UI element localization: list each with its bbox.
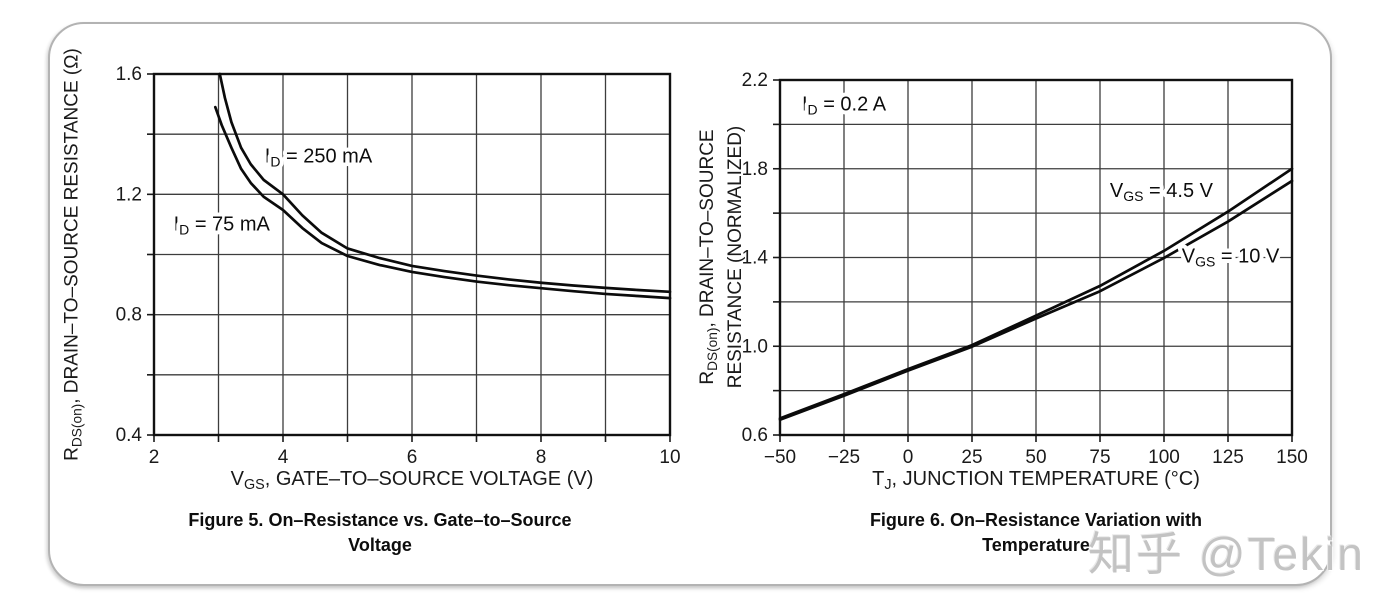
subscript-text: GS — [243, 477, 265, 494]
figure6-curve-1 — [778, 179, 1294, 422]
subscript-text: J — [884, 477, 892, 494]
caption-line: Voltage — [348, 535, 412, 555]
x-tick-label: 10 — [659, 447, 680, 468]
y-axis-label-line: RESISTANCE (NORMALIZED) — [724, 7, 747, 507]
y-tick-label: 1.6 — [116, 64, 142, 85]
figure6-caption: Figure 6. On–Resistance Variation with Te… — [736, 508, 1336, 558]
y-tick-label: 0.4 — [116, 425, 143, 446]
curve-annotation: VGS = 10 V — [1182, 245, 1280, 269]
label-text: , DRAIN–TO–SOURCE RESISTANCE (Ω) — [61, 48, 83, 404]
x-tick-label: −50 — [764, 447, 796, 468]
x-tick-label: 8 — [536, 447, 547, 468]
curve-annotation: ID = 75 mA — [174, 213, 271, 237]
x-tick-label: 50 — [1025, 447, 1046, 468]
caption-line: Figure 5. On–Resistance vs. Gate–to–Sour… — [188, 510, 572, 530]
plot-border — [152, 72, 672, 437]
y-tick-label: 1.0 — [742, 336, 768, 357]
x-tick-label: 2 — [149, 447, 160, 468]
plot-border — [778, 78, 1294, 437]
x-tick-label: 25 — [961, 447, 982, 468]
label-text: R — [61, 447, 83, 461]
x-tick-label: 6 — [407, 447, 418, 468]
figure5-curve-0 — [218, 72, 672, 294]
label-text: V — [230, 468, 244, 490]
label-text: RESISTANCE (NORMALIZED) — [724, 125, 746, 389]
figure6-plot-area: −50 −25 0 25 50 75 100 125 150 0.6 1.0 1.4 1.8 2.2 ID … — [742, 70, 1308, 468]
label-text: , JUNCTION TEMPERATURE (°C) — [891, 468, 1200, 490]
curve-annotation: VGS = 4.5 V — [1110, 180, 1214, 204]
y-tick-label: 0.6 — [742, 425, 768, 446]
figure5-x-axis-label: VGS, GATE–TO–SOURCE VOLTAGE (V) — [154, 468, 670, 493]
figure5-caption: Figure 5. On–Resistance vs. Gate–to–Sour… — [80, 508, 680, 558]
figure6-curve-0 — [778, 167, 1294, 420]
curve-annotation: ID = 250 mA — [265, 146, 373, 170]
y-tick-label: 1.4 — [742, 248, 769, 269]
label-text: R — [697, 370, 718, 385]
figure6-x-axis-label: TJ, JUNCTION TEMPERATURE (°C) — [780, 468, 1292, 493]
label-text: , DRAIN–TO–SOURCE — [697, 129, 718, 328]
subscript-text: DS(on) — [704, 327, 720, 371]
figure6-y-axis-label: RDS(on), DRAIN–TO–SOURCE RESISTANCE (NORM… — [696, 7, 746, 507]
x-tick-label: 100 — [1148, 447, 1180, 468]
caption-line: Figure 6. On–Resistance Variation with — [869, 510, 1203, 530]
y-tick-label: 1.8 — [742, 159, 768, 180]
x-tick-label: 150 — [1276, 447, 1308, 468]
figure-plots-canvas: 2 4 6 8 10 0.4 0.8 1.2 1.6 ID = 250 mA ID = 75 mA −… — [116, 64, 1308, 468]
figures-panel: 2 4 6 8 10 0.4 0.8 1.2 1.6 ID = 250 mA ID = 75 mA −… — [48, 22, 1332, 586]
x-tick-label: −25 — [828, 447, 860, 468]
x-tick-label: 125 — [1212, 447, 1244, 468]
y-tick-label: 0.8 — [116, 305, 142, 326]
y-tick-label: 1.2 — [116, 184, 142, 205]
figure5-y-axis-label: RDS(on), DRAIN–TO–SOURCE RESISTANCE (Ω) — [61, 5, 85, 505]
label-text: , GATE–TO–SOURCE VOLTAGE (V) — [264, 468, 594, 490]
x-tick-label: 75 — [1089, 447, 1110, 468]
figure5-plot-area: 2 4 6 8 10 0.4 0.8 1.2 1.6 ID = 250 mA ID = 75 mA — [116, 64, 681, 468]
curve-annotation: ID = 0.2 A — [802, 93, 887, 117]
subscript-text: DS(on) — [69, 403, 85, 448]
watermark: 知乎 @Tekin — [1088, 528, 1365, 580]
label-text: T — [872, 468, 885, 490]
x-tick-label: 4 — [278, 447, 289, 468]
y-axis-label-line: RDS(on), DRAIN–TO–SOURCE — [696, 7, 724, 507]
y-axis-label-line: RDS(on), DRAIN–TO–SOURCE RESISTANCE (Ω) — [61, 5, 89, 505]
caption-line: Temperature — [982, 535, 1090, 555]
y-tick-label: 2.2 — [742, 70, 768, 91]
x-tick-label: 0 — [903, 447, 914, 468]
figure5-curve-1 — [213, 105, 672, 300]
